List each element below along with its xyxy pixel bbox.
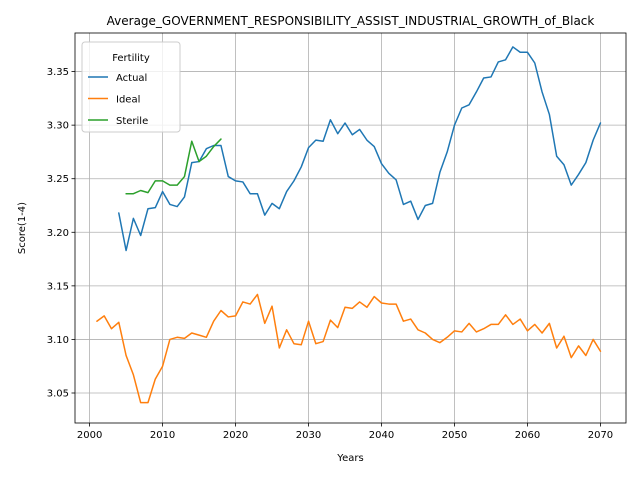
x-tick-label: 2050 <box>442 430 467 441</box>
series-line-ideal <box>96 293 602 404</box>
x-tick-label: 2070 <box>588 430 613 441</box>
legend-label-ideal: Ideal <box>116 95 140 106</box>
x-tick-label: 2030 <box>296 430 321 441</box>
legend-label-sterile: Sterile <box>116 116 148 127</box>
y-axis-label: Score(1-4) <box>17 202 28 254</box>
y-tick-label: 3.35 <box>47 67 69 78</box>
legend-box <box>81 41 181 133</box>
x-tick-label: 2010 <box>150 430 175 441</box>
legend: Fertility Actual Ideal Sterile <box>81 41 181 133</box>
x-tick-label: 2040 <box>369 430 394 441</box>
y-tick-label: 3.30 <box>47 121 69 132</box>
y-tick-label: 3.20 <box>47 228 69 239</box>
x-tick-label: 2060 <box>515 430 540 441</box>
y-axis: 3.05 3.10 3.15 3.20 3.25 3.30 3.35 <box>47 67 75 400</box>
legend-items: Actual Ideal Sterile <box>88 73 148 127</box>
y-tick-label: 3.05 <box>47 389 69 400</box>
y-tick-label: 3.10 <box>47 335 69 346</box>
plot-frame <box>74 32 627 424</box>
y-tick-label: 3.25 <box>47 174 69 185</box>
legend-title: Fertility <box>112 53 150 64</box>
y-tick-label: 3.15 <box>47 281 69 292</box>
x-axis-label: Years <box>336 453 363 464</box>
series-layer <box>96 46 602 404</box>
x-tick-label: 2020 <box>223 430 248 441</box>
x-tick-label: 2000 <box>77 430 102 441</box>
legend-label-actual: Actual <box>116 73 147 84</box>
series-line-sterile <box>125 138 222 195</box>
grid-lines <box>75 33 626 423</box>
chart-title: Average_GOVERNMENT_RESPONSIBILITY_ASSIST… <box>107 14 595 28</box>
x-axis: 2000 2010 2020 2030 2040 2050 2060 2070 <box>77 423 613 441</box>
